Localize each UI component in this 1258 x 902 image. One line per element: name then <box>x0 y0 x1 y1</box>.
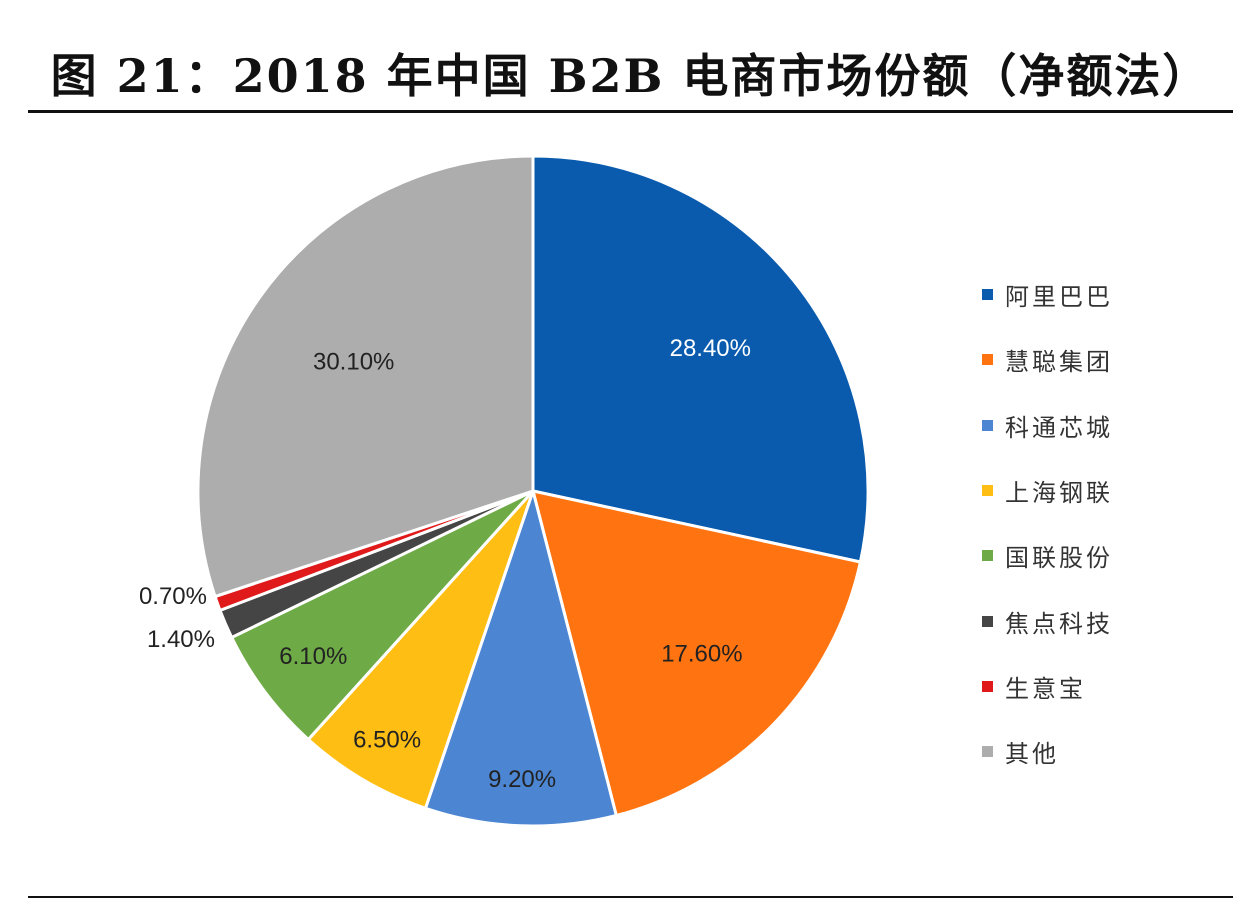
legend-swatch <box>982 419 993 431</box>
legend: 阿里巴巴慧聪集团科通芯城上海钢联国联股份焦点科技生意宝其他 <box>982 262 1113 784</box>
title-rule <box>28 110 1233 113</box>
legend-label: 生意宝 <box>1005 674 1086 703</box>
slice-value-label-2: 17.60% <box>661 641 742 668</box>
slice-value-label-6: 1.40% <box>147 626 215 653</box>
slice-value-label-4: 6.50% <box>353 726 421 753</box>
legend-swatch <box>982 680 993 692</box>
legend-item-3: 科通芯城 <box>982 393 1113 458</box>
legend-label: 科通芯城 <box>1005 413 1113 442</box>
legend-label: 上海钢联 <box>1005 479 1113 508</box>
legend-swatch <box>982 746 993 758</box>
slice-value-label-8: 30.10% <box>313 349 394 376</box>
legend-label: 国联股份 <box>1005 544 1113 573</box>
legend-label: 阿里巴巴 <box>1005 283 1113 312</box>
legend-swatch <box>982 354 993 366</box>
legend-item-2: 慧聪集团 <box>982 327 1113 392</box>
legend-swatch <box>982 485 993 497</box>
pie-slice-1 <box>531 154 870 564</box>
pie-slice-5 <box>230 489 535 741</box>
slice-value-label-7: 0.70% <box>139 583 207 610</box>
legend-item-4: 上海钢联 <box>982 458 1113 523</box>
legend-label: 其他 <box>1005 740 1059 769</box>
slice-value-label-3: 9.20% <box>488 766 556 793</box>
legend-item-7: 生意宝 <box>982 654 1113 719</box>
slice-value-label-1: 28.40% <box>670 335 751 362</box>
figure-title: 图 21：2018 年中国 B2B 电商市场份额（净额法） <box>50 49 1211 103</box>
legend-label: 焦点科技 <box>1005 609 1113 638</box>
legend-item-6: 焦点科技 <box>982 588 1113 653</box>
legend-item-5: 国联股份 <box>982 523 1113 588</box>
pie-slice-3 <box>423 489 618 828</box>
bottom-rule <box>28 896 1233 898</box>
pie-slice-8 <box>196 154 535 599</box>
legend-swatch <box>982 550 993 562</box>
legend-item-8: 其他 <box>982 719 1113 784</box>
pie-slice-2 <box>531 489 862 817</box>
legend-swatch <box>982 289 993 301</box>
pie-slice-4 <box>306 489 535 810</box>
legend-item-1: 阿里巴巴 <box>982 262 1113 327</box>
slice-value-label-5: 6.10% <box>279 643 347 670</box>
legend-label: 慧聪集团 <box>1005 348 1113 377</box>
legend-swatch <box>982 615 993 627</box>
